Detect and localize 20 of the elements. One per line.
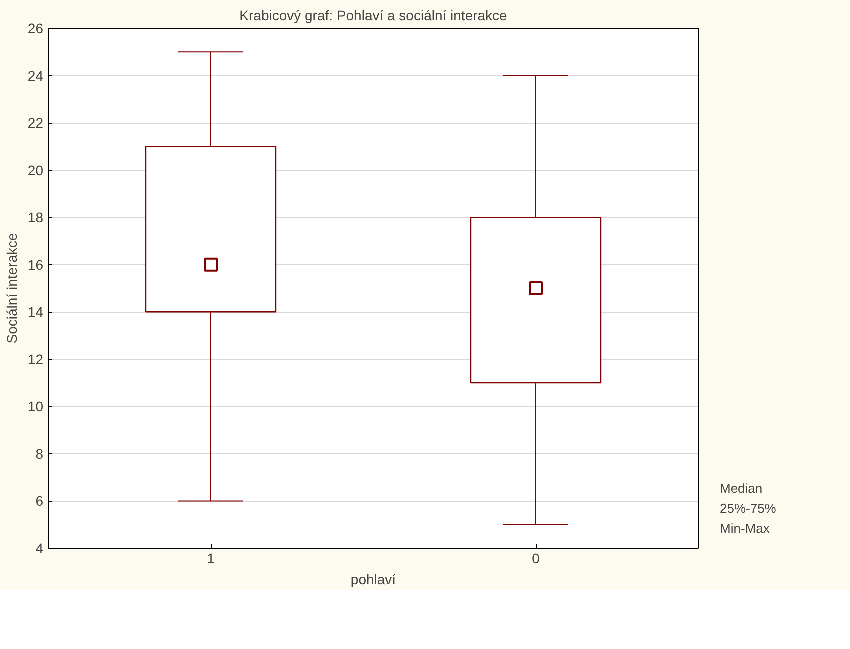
y-tick-label: 12: [28, 351, 44, 368]
y-tick-label: 20: [28, 162, 44, 178]
y-tick-label: 18: [28, 210, 44, 226]
text: Min-Max: [720, 520, 770, 536]
y-axis-title: Sociální interakce: [4, 233, 20, 344]
text: Median: [720, 480, 763, 496]
y-tick-label: 6: [36, 493, 44, 510]
y-tick-label: 22: [28, 115, 44, 132]
y-tick-label: 24: [28, 68, 44, 84]
y-tick-label: 8: [36, 446, 44, 462]
y-tick-label: 26: [28, 20, 44, 36]
y-tick-label: 4: [36, 540, 44, 556]
y-tick-label: 14: [28, 304, 44, 320]
x-axis-title: pohlaví: [350, 572, 396, 588]
y-tick-label: 10: [28, 398, 44, 415]
x-tick-label: 0: [532, 550, 540, 566]
x-tick-label: 1: [207, 550, 216, 566]
chart-title: Krabicový graf: Pohlaví a sociální interakce: [240, 8, 508, 24]
y-tick-label: 16: [28, 256, 44, 273]
text: 25%-75%: [720, 500, 776, 516]
